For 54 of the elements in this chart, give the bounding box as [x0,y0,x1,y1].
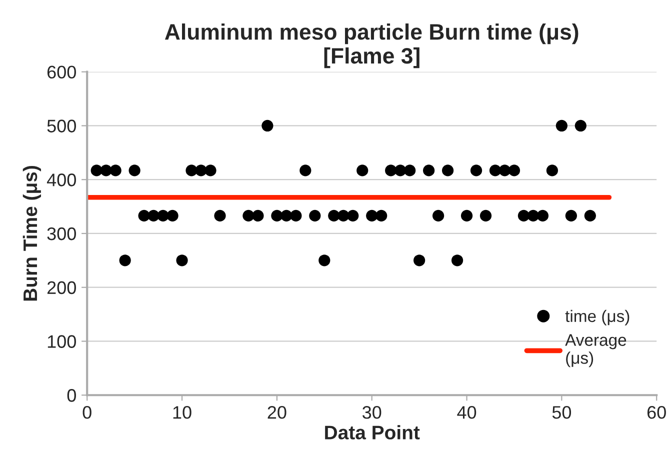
point [432,210,444,222]
legend-label: time (μs) [565,310,630,326]
point [451,254,464,266]
x-tick-label: 30 [362,406,382,419]
point [176,254,188,266]
point [366,210,378,222]
point [318,254,330,266]
x-tick-label: 40 [457,406,476,419]
point [442,164,454,176]
point [356,164,368,176]
point [584,210,596,222]
chart-title: Aluminum meso particle Burn time (μs) [Flame 3] [164,23,578,68]
x-axis-title: Data Point [325,425,420,440]
point [414,254,426,266]
y-tick-label: 400 [46,174,76,186]
point [376,210,388,222]
y-tick-label: 100 [48,335,76,348]
point [166,210,178,222]
point [508,164,520,176]
point [110,164,122,176]
point [119,254,131,266]
point [300,164,312,176]
point [309,210,321,222]
x-tick-label: 20 [268,406,286,419]
point [565,210,577,222]
point [422,164,435,176]
y-tick-label: 200 [47,281,76,294]
y-axis-title: Burn Time (μs) [22,166,42,301]
point [574,120,586,132]
point [128,164,140,176]
point [347,210,359,222]
point [252,210,264,222]
point [470,164,482,176]
point [556,120,568,132]
point [214,210,226,222]
point [262,120,274,132]
legend-label: Average (μs) [565,334,626,368]
point [290,210,302,222]
point [480,210,492,222]
point [546,164,558,176]
point [518,210,530,222]
point [460,210,473,222]
x-tick-label: 0 [82,406,92,419]
y-tick-label: 600 [47,66,76,79]
x-tick-label: 60 [647,406,666,419]
y-tick-label: 300 [47,227,76,240]
point [536,210,549,222]
point [527,210,540,222]
point [404,164,416,176]
y-tick-label: 0 [67,389,76,402]
x-tick-label: 50 [552,406,572,419]
x-tick-label: 10 [173,406,192,419]
point [204,164,216,176]
y-tick-label: 500 [47,120,76,132]
